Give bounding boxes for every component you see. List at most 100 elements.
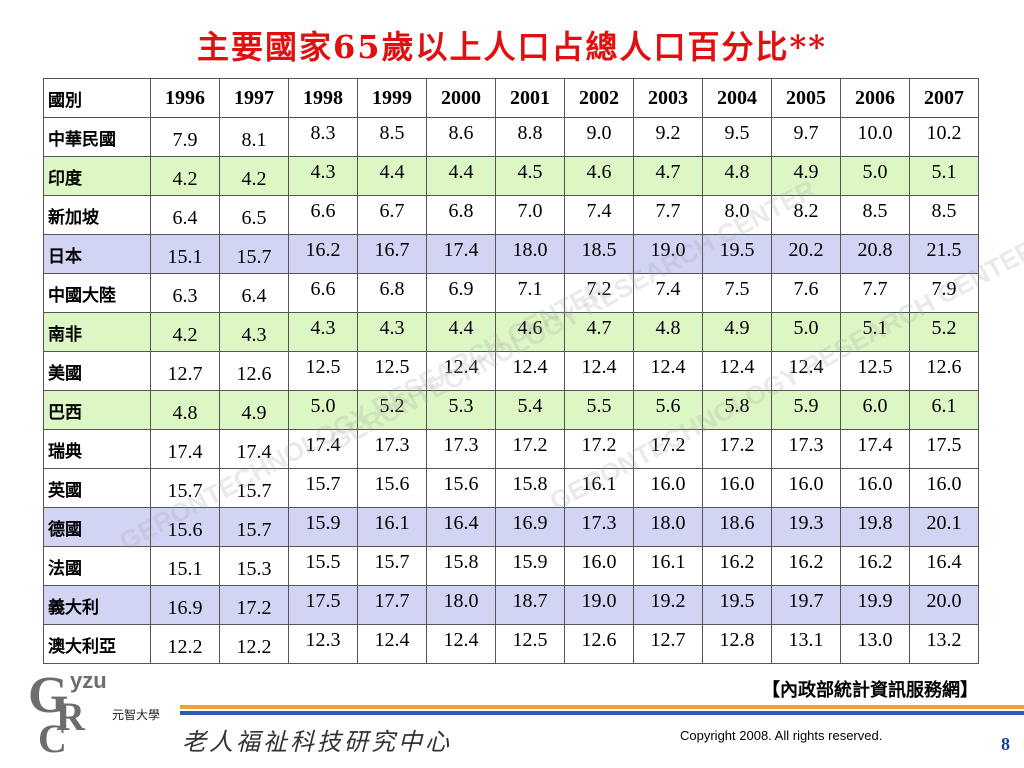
value-cell: 4.4	[426, 156, 496, 196]
population-table: 國別 1996 1997 1998 1999 2000 2001 2002 2003 2004 2…	[43, 78, 979, 664]
value-cell: 13.1	[771, 624, 841, 664]
value-cell: 12.5	[357, 351, 427, 391]
value-cell: 12.2	[219, 624, 289, 664]
value-cell: 6.4	[150, 195, 220, 235]
value-cell: 15.6	[426, 468, 496, 508]
value-cell: 12.6	[909, 351, 979, 391]
value-cell: 17.3	[426, 429, 496, 469]
value-cell: 5.3	[426, 390, 496, 430]
table-row: 德國 15.6 15.7 15.9 16.1 16.4 16.9 17.3 18.0 18.6 19…	[43, 507, 979, 547]
header-year: 2002	[564, 78, 634, 118]
value-cell: 15.7	[357, 546, 427, 586]
value-cell: 16.7	[357, 234, 427, 274]
value-cell: 18.0	[633, 507, 703, 547]
value-cell: 17.3	[357, 429, 427, 469]
value-cell: 6.9	[426, 273, 496, 313]
table-row: 日本 15.1 15.7 16.2 16.7 17.4 18.0 18.5 19.0 19.5 20…	[43, 234, 979, 274]
value-cell: 7.9	[150, 117, 220, 157]
country-name: 巴西	[43, 390, 151, 430]
value-cell: 19.9	[840, 585, 910, 625]
country-name: 中華民國	[43, 117, 151, 157]
svg-text:yzu: yzu	[70, 668, 107, 693]
value-cell: 19.5	[702, 234, 772, 274]
country-name: 瑞典	[43, 429, 151, 469]
value-cell: 12.5	[288, 351, 358, 391]
value-cell: 19.7	[771, 585, 841, 625]
table-row: 南非 4.2 4.3 4.3 4.3 4.4 4.6 4.7 4.8 4.9 5.0 5.1 5.2	[43, 312, 979, 352]
value-cell: 5.0	[288, 390, 358, 430]
value-cell: 8.0	[702, 195, 772, 235]
value-cell: 7.5	[702, 273, 772, 313]
value-cell: 13.0	[840, 624, 910, 664]
value-cell: 15.6	[357, 468, 427, 508]
value-cell: 4.7	[633, 156, 703, 196]
value-cell: 12.6	[219, 351, 289, 391]
value-cell: 12.4	[564, 351, 634, 391]
value-cell: 16.4	[909, 546, 979, 586]
country-name: 法國	[43, 546, 151, 586]
value-cell: 4.9	[702, 312, 772, 352]
value-cell: 4.3	[219, 312, 289, 352]
header-year: 2004	[702, 78, 772, 118]
value-cell: 10.0	[840, 117, 910, 157]
value-cell: 18.5	[564, 234, 634, 274]
value-cell: 17.5	[909, 429, 979, 469]
header-year: 1998	[288, 78, 358, 118]
value-cell: 4.3	[288, 312, 358, 352]
value-cell: 17.4	[426, 234, 496, 274]
value-cell: 4.8	[150, 390, 220, 430]
value-cell: 16.2	[771, 546, 841, 586]
country-name: 新加坡	[43, 195, 151, 235]
value-cell: 7.2	[564, 273, 634, 313]
value-cell: 4.5	[495, 156, 565, 196]
value-cell: 6.8	[426, 195, 496, 235]
value-cell: 16.9	[495, 507, 565, 547]
value-cell: 5.5	[564, 390, 634, 430]
value-cell: 6.1	[909, 390, 979, 430]
value-cell: 16.1	[633, 546, 703, 586]
value-cell: 6.6	[288, 273, 358, 313]
value-cell: 17.5	[288, 585, 358, 625]
value-cell: 4.2	[150, 312, 220, 352]
value-cell: 12.4	[495, 351, 565, 391]
value-cell: 7.9	[909, 273, 979, 313]
value-cell: 15.6	[150, 507, 220, 547]
value-cell: 6.8	[357, 273, 427, 313]
table-row: 英國 15.7 15.7 15.7 15.6 15.6 15.8 16.1 16.0 16.0 16…	[43, 468, 979, 508]
value-cell: 4.9	[771, 156, 841, 196]
page-number: 8	[1001, 734, 1010, 754]
country-name: 日本	[43, 234, 151, 274]
table-row: 美國 12.7 12.6 12.5 12.5 12.4 12.4 12.4 12.4 12.4 12…	[43, 351, 979, 391]
value-cell: 5.1	[840, 312, 910, 352]
value-cell: 19.0	[564, 585, 634, 625]
value-cell: 15.1	[150, 234, 220, 274]
value-cell: 17.4	[219, 429, 289, 469]
value-cell: 5.4	[495, 390, 565, 430]
value-cell: 17.4	[840, 429, 910, 469]
header-year: 2001	[495, 78, 565, 118]
header-country: 國別	[43, 78, 151, 118]
value-cell: 4.4	[426, 312, 496, 352]
value-cell: 12.6	[564, 624, 634, 664]
svg-text:R: R	[56, 694, 86, 739]
value-cell: 5.8	[702, 390, 772, 430]
value-cell: 19.0	[633, 234, 703, 274]
value-cell: 7.1	[495, 273, 565, 313]
value-cell: 5.0	[840, 156, 910, 196]
value-cell: 12.7	[633, 624, 703, 664]
source-citation: 【內政部統計資訊服務網】	[762, 680, 978, 701]
footer-divider-blue	[180, 711, 1024, 715]
value-cell: 16.1	[564, 468, 634, 508]
value-cell: 4.3	[357, 312, 427, 352]
value-cell: 4.8	[633, 312, 703, 352]
table-body: 中華民國 7.9 8.1 8.3 8.5 8.6 8.8 9.0 9.2 9.5 9.7 10.0 10…	[43, 117, 979, 664]
country-name: 德國	[43, 507, 151, 547]
value-cell: 19.5	[702, 585, 772, 625]
center-name: 老人福祉科技研究中心	[182, 728, 452, 756]
value-cell: 6.5	[219, 195, 289, 235]
value-cell: 16.1	[357, 507, 427, 547]
value-cell: 7.4	[633, 273, 703, 313]
header-year: 1997	[219, 78, 289, 118]
value-cell: 16.0	[702, 468, 772, 508]
value-cell: 17.2	[495, 429, 565, 469]
